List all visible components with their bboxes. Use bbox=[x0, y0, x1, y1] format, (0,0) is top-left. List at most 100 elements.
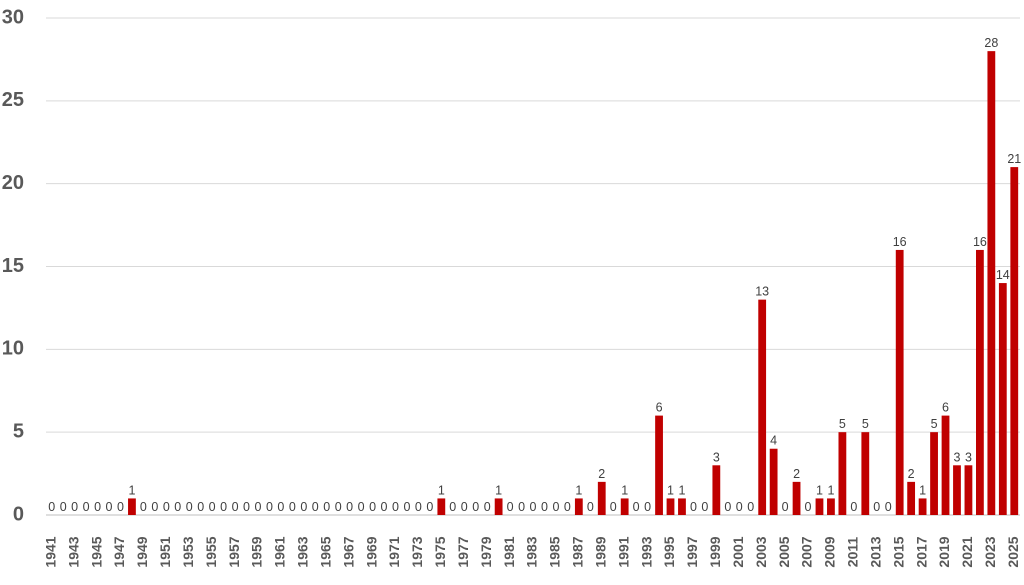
data-label: 4 bbox=[770, 434, 777, 448]
x-tick-label: 2007 bbox=[799, 536, 815, 567]
data-label: 0 bbox=[484, 500, 491, 514]
x-tick-label: 1945 bbox=[88, 536, 104, 567]
y-tick-label: 15 bbox=[2, 255, 24, 277]
data-label: 1 bbox=[667, 483, 674, 497]
data-label: 0 bbox=[782, 500, 789, 514]
x-tick-label: 1997 bbox=[684, 536, 700, 567]
x-tick-label: 1941 bbox=[42, 536, 58, 567]
bar bbox=[827, 498, 835, 515]
data-label: 16 bbox=[893, 235, 907, 249]
x-tick-label: 1985 bbox=[547, 536, 563, 567]
data-label: 0 bbox=[151, 500, 158, 514]
data-label: 6 bbox=[942, 401, 949, 415]
x-tick-label: 1971 bbox=[386, 536, 402, 567]
data-label: 0 bbox=[541, 500, 548, 514]
data-label: 5 bbox=[862, 417, 869, 431]
bar bbox=[964, 465, 973, 515]
x-tick-label: 2009 bbox=[822, 536, 838, 567]
x-tick-label: 1963 bbox=[295, 536, 311, 567]
data-label: 16 bbox=[973, 235, 987, 249]
x-tick-label: 2005 bbox=[776, 536, 792, 567]
x-tick-label: 1989 bbox=[592, 536, 608, 567]
bar bbox=[792, 481, 801, 515]
bar bbox=[930, 432, 938, 515]
bar bbox=[1010, 167, 1019, 515]
bar bbox=[620, 498, 629, 515]
data-label: 1 bbox=[128, 483, 135, 497]
x-tick-label: 1987 bbox=[570, 536, 586, 567]
bar bbox=[758, 299, 767, 515]
data-label: 0 bbox=[381, 500, 388, 514]
bar bbox=[895, 249, 904, 515]
data-label: 1 bbox=[919, 483, 926, 497]
bar bbox=[597, 481, 606, 515]
data-label: 0 bbox=[232, 500, 239, 514]
data-label: 0 bbox=[472, 500, 479, 514]
data-label: 2 bbox=[598, 467, 605, 481]
data-label: 0 bbox=[48, 500, 55, 514]
y-tick-label: 5 bbox=[13, 420, 24, 442]
data-label: 0 bbox=[507, 500, 514, 514]
x-tick-label: 1949 bbox=[134, 536, 150, 567]
data-label: 0 bbox=[736, 500, 743, 514]
data-label: 0 bbox=[518, 500, 525, 514]
x-tick-label: 1983 bbox=[524, 536, 540, 567]
bar bbox=[494, 498, 503, 515]
bar bbox=[655, 415, 663, 515]
data-label: 0 bbox=[701, 500, 708, 514]
x-tick-label: 1943 bbox=[65, 536, 81, 567]
bar bbox=[678, 498, 686, 515]
data-label: 0 bbox=[461, 500, 468, 514]
data-label: 5 bbox=[839, 417, 846, 431]
data-label: 0 bbox=[243, 500, 250, 514]
x-tick-label: 1961 bbox=[272, 536, 288, 567]
data-label: 0 bbox=[323, 500, 330, 514]
data-label: 0 bbox=[209, 500, 216, 514]
x-tick-label: 1967 bbox=[340, 536, 356, 567]
data-label: 0 bbox=[289, 500, 296, 514]
data-label: 0 bbox=[277, 500, 284, 514]
data-label: 0 bbox=[94, 500, 101, 514]
data-label: 0 bbox=[117, 500, 124, 514]
x-tick-label: 1993 bbox=[638, 536, 654, 567]
bar bbox=[666, 498, 675, 515]
data-label: 0 bbox=[587, 500, 594, 514]
x-tick-label: 1957 bbox=[226, 536, 242, 567]
data-label: 0 bbox=[106, 500, 113, 514]
x-tick-label: 2001 bbox=[730, 536, 746, 567]
data-label: 0 bbox=[346, 500, 353, 514]
data-label: 0 bbox=[174, 500, 181, 514]
data-label: 0 bbox=[312, 500, 319, 514]
data-label: 0 bbox=[530, 500, 537, 514]
data-label: 1 bbox=[816, 483, 823, 497]
data-label: 6 bbox=[656, 401, 663, 415]
data-label: 0 bbox=[83, 500, 90, 514]
data-label: 0 bbox=[747, 500, 754, 514]
bar bbox=[128, 498, 136, 515]
data-label: 0 bbox=[885, 500, 892, 514]
x-tick-label: 2021 bbox=[959, 536, 975, 567]
data-label: 0 bbox=[644, 500, 651, 514]
x-tick-label: 1973 bbox=[409, 536, 425, 567]
data-label: 3 bbox=[713, 450, 720, 464]
data-label: 1 bbox=[495, 483, 502, 497]
bar bbox=[987, 51, 996, 516]
x-tick-label: 1999 bbox=[707, 536, 723, 567]
bar bbox=[712, 465, 721, 515]
bar bbox=[769, 448, 778, 515]
data-label: 1 bbox=[575, 483, 582, 497]
x-tick-label: 2017 bbox=[913, 536, 929, 567]
x-tick-label: 1975 bbox=[432, 536, 448, 567]
bar bbox=[941, 415, 950, 515]
x-tick-label: 1955 bbox=[203, 536, 219, 567]
data-label: 0 bbox=[850, 500, 857, 514]
data-label: 0 bbox=[873, 500, 880, 514]
data-label: 1 bbox=[678, 483, 685, 497]
x-tick-label: 1981 bbox=[501, 536, 517, 567]
data-label: 1 bbox=[438, 483, 445, 497]
data-label: 0 bbox=[426, 500, 433, 514]
data-label: 21 bbox=[1007, 152, 1021, 166]
bar bbox=[975, 249, 984, 515]
